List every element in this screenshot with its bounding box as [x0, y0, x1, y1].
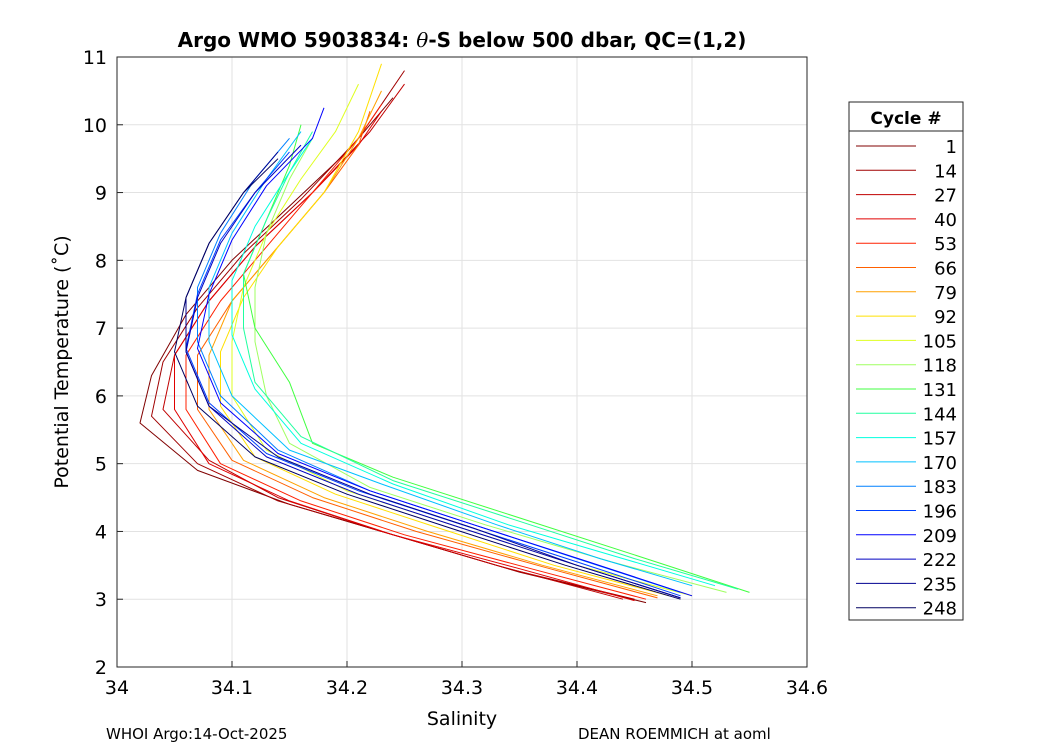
legend-label: 131 — [923, 380, 957, 401]
series-lines — [139, 63, 750, 604]
legend-label: 183 — [923, 477, 957, 498]
series-line-cycle-170 — [208, 131, 693, 587]
x-tick-label: 34.4 — [556, 677, 598, 699]
x-tick-label: 34 — [105, 677, 129, 699]
series-line-cycle-248 — [174, 158, 681, 600]
x-tick-label: 34.1 — [211, 677, 253, 699]
legend-label: 235 — [923, 574, 957, 595]
y-tick-label: 7 — [95, 318, 107, 340]
legend-label: 170 — [923, 453, 957, 474]
series-line-cycle-53 — [185, 104, 647, 600]
legend-title: Cycle # — [870, 109, 941, 129]
y-tick-label: 3 — [95, 589, 107, 611]
legend-label: 248 — [923, 599, 957, 620]
legend-label: 14 — [934, 161, 957, 182]
chart-title: Argo WMO 5903834: θ-S below 500 dbar, QC… — [178, 28, 747, 52]
y-tick-label: 9 — [95, 183, 107, 205]
y-tick-label: 2 — [95, 657, 107, 679]
series-line-cycle-157 — [231, 138, 716, 587]
legend-label: 105 — [923, 331, 957, 352]
legend-label: 79 — [934, 283, 957, 304]
x-tick-label: 34.2 — [326, 677, 368, 699]
legend-label: 222 — [923, 550, 957, 571]
y-tick-label: 11 — [83, 47, 107, 69]
series-line-cycle-92 — [220, 63, 670, 597]
legend-box — [848, 101, 964, 621]
series-line-cycle-209 — [197, 107, 693, 597]
legend-label: 66 — [934, 259, 957, 280]
legend-label: 118 — [923, 356, 957, 377]
legend-label: 209 — [923, 526, 957, 547]
series-line-cycle-40 — [174, 110, 635, 602]
legend-label: 27 — [934, 186, 957, 207]
x-tick-label: 34.6 — [786, 677, 828, 699]
legend-label: 196 — [923, 502, 957, 523]
y-tick-label: 8 — [95, 250, 107, 272]
y-axis-label: Potential Temperature (˚C) — [51, 235, 73, 488]
footer-author: DEAN ROEMMICH at aoml — [578, 725, 771, 743]
legend-label: 40 — [934, 210, 957, 231]
series-line-cycle-144 — [243, 131, 739, 590]
legend-label: 1 — [946, 137, 957, 158]
legend-label: 144 — [923, 404, 957, 425]
legend: Cycle # 1 14 27 40 53 66 79 92 105 118 131 144 157 17… — [848, 101, 964, 621]
x-axis-label: Salinity — [427, 708, 497, 730]
y-tick-label: 5 — [95, 454, 107, 476]
legend-label: 53 — [934, 234, 957, 255]
series-line-cycle-196 — [185, 151, 681, 597]
y-tick-label: 10 — [83, 115, 107, 137]
series-line-cycle-66 — [197, 111, 658, 599]
series-line-cycle-131 — [243, 124, 750, 593]
legend-label: 92 — [934, 307, 957, 328]
y-tick-label: 6 — [95, 386, 107, 408]
y-tick-label: 4 — [95, 521, 107, 543]
footer-source: WHOI Argo:14-Oct-2025 — [106, 725, 288, 743]
legend-label: 157 — [923, 429, 957, 450]
series-line-cycle-79 — [208, 90, 658, 597]
x-tick-label: 34.5 — [671, 677, 713, 699]
x-tick-label: 34.3 — [441, 677, 483, 699]
